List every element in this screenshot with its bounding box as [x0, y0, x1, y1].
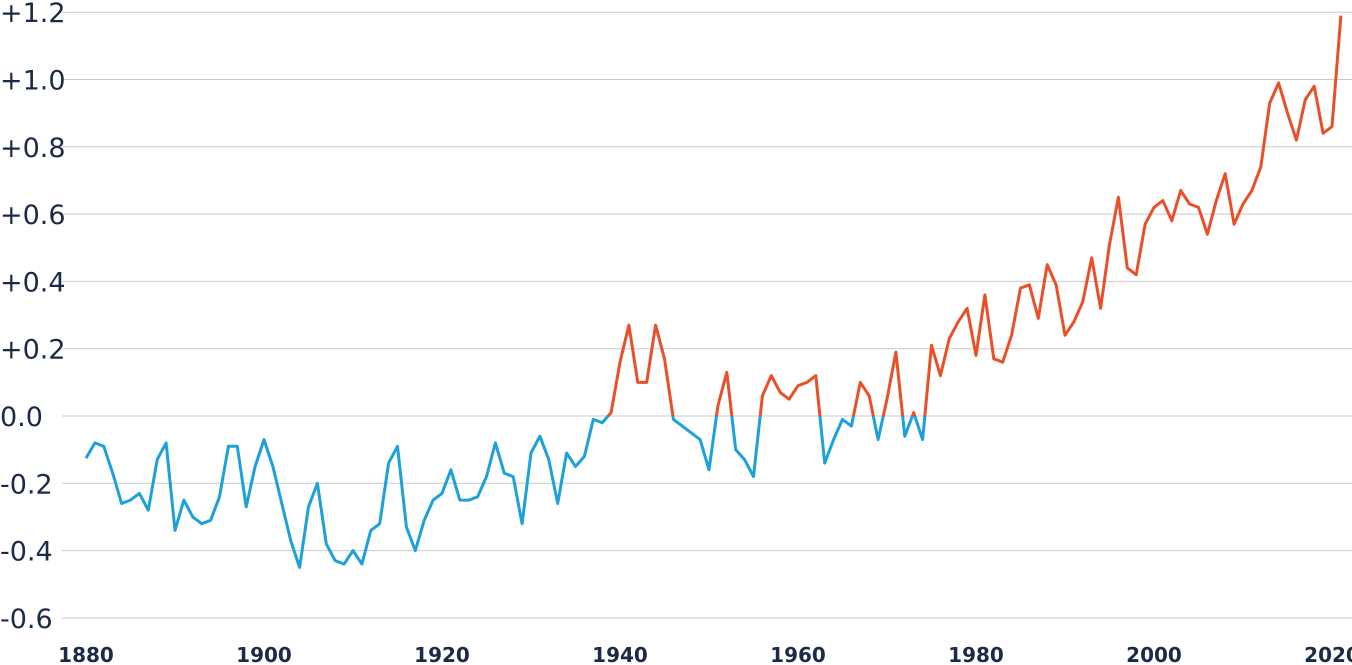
y-tick-label: -0.2 — [0, 469, 53, 500]
y-tick-label: +0.2 — [0, 335, 66, 366]
y-tick-label: +1.0 — [0, 66, 66, 97]
series-line-below-zero — [84, 416, 927, 569]
gridlines — [62, 11, 1352, 619]
y-tick-label: +1.2 — [0, 0, 66, 29]
x-tick-label: 1960 — [770, 643, 826, 665]
x-tick-label: 1980 — [948, 643, 1004, 665]
y-tick-label: +0.4 — [0, 267, 66, 298]
y-axis-labels: +1.2 +1.0 +0.8 +0.6 +0.4 +0.2 0.0 -0.2 -0.4 -0.6 — [0, 0, 66, 635]
y-tick-label: -0.6 — [0, 604, 53, 635]
y-tick-label: +0.6 — [0, 200, 66, 231]
x-tick-label: 2000 — [1126, 643, 1182, 665]
x-tick-label: 1900 — [236, 643, 292, 665]
y-tick-label: 0.0 — [0, 402, 43, 433]
x-tick-label: 2020 — [1304, 643, 1352, 665]
x-tick-label: 1940 — [592, 643, 648, 665]
y-tick-label: -0.4 — [0, 537, 53, 568]
x-tick-label: 1920 — [414, 643, 470, 665]
x-axis-labels: 1880 1900 1920 1940 1960 1980 2000 2020 — [58, 643, 1352, 665]
x-tick-label: 1880 — [58, 643, 114, 665]
series-line-above-zero — [606, 15, 1343, 416]
y-tick-label: +0.8 — [0, 133, 66, 164]
